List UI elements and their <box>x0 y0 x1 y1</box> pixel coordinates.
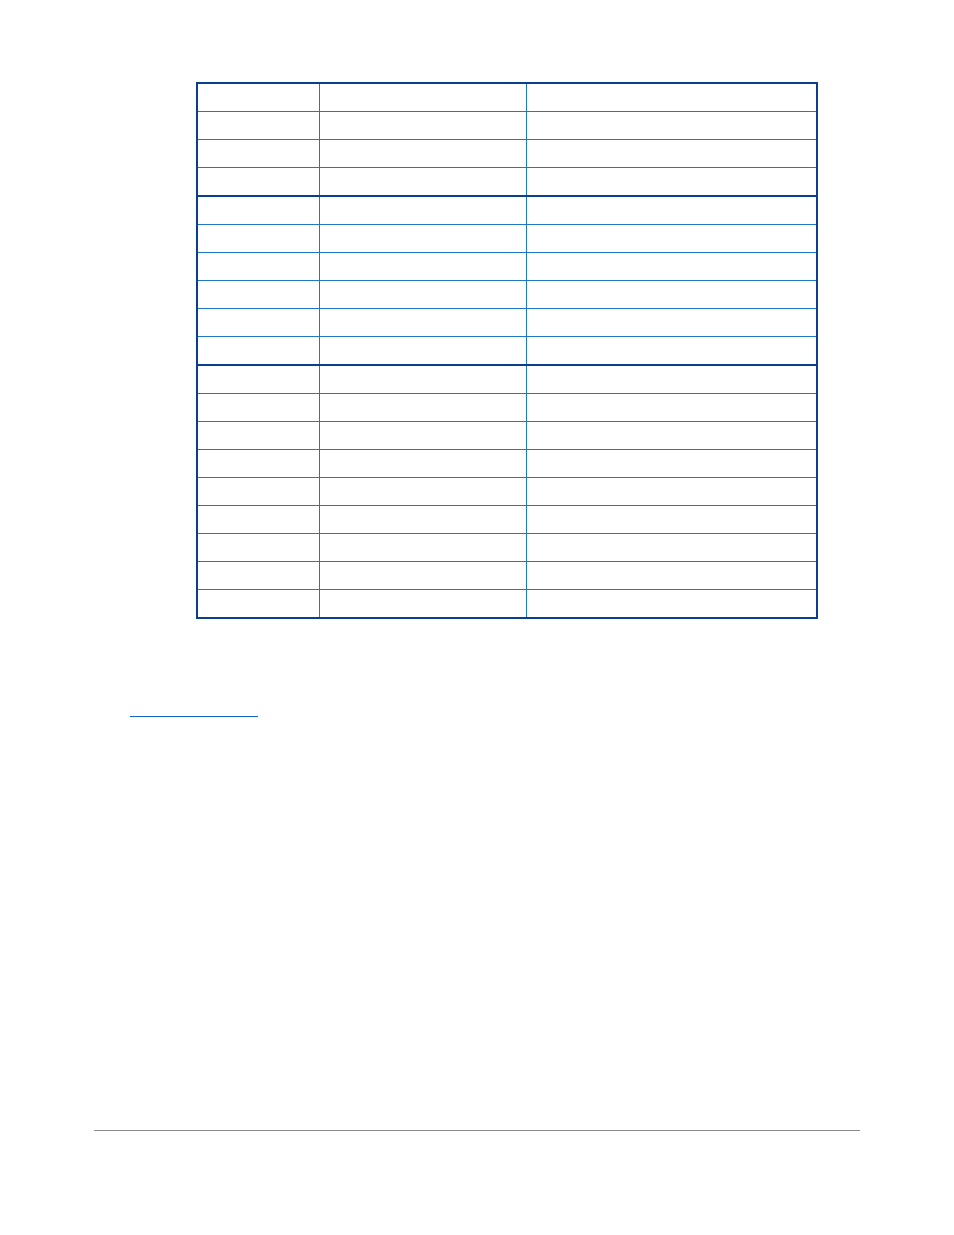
table-cell <box>526 365 817 394</box>
table-cell <box>319 253 526 281</box>
table-row <box>197 337 817 366</box>
table-cell <box>319 112 526 140</box>
table-row <box>197 83 817 112</box>
table-row <box>197 422 817 450</box>
table-cell <box>197 309 319 337</box>
table-cell <box>319 225 526 253</box>
table-row <box>197 562 817 590</box>
table-cell <box>319 281 526 309</box>
table-cell <box>319 168 526 197</box>
table-row <box>197 506 817 534</box>
table-row <box>197 478 817 506</box>
table-cell <box>319 450 526 478</box>
table-cell <box>319 365 526 394</box>
table-cell <box>197 422 319 450</box>
data-table <box>196 82 818 619</box>
hyperlink-underline[interactable] <box>130 716 258 717</box>
table-cell <box>197 196 319 225</box>
table-row <box>197 309 817 337</box>
table-cell <box>319 337 526 366</box>
table-row <box>197 253 817 281</box>
table-row <box>197 112 817 140</box>
table-cell <box>197 365 319 394</box>
table-cell <box>197 225 319 253</box>
table-cell <box>526 281 817 309</box>
table-row <box>197 450 817 478</box>
table-cell <box>319 422 526 450</box>
table-cell <box>319 140 526 168</box>
table-cell <box>526 309 817 337</box>
table-cell <box>197 112 319 140</box>
table-cell <box>197 140 319 168</box>
footer-rule <box>94 1130 860 1131</box>
table-row <box>197 365 817 394</box>
table-cell <box>197 281 319 309</box>
table-cell <box>526 478 817 506</box>
page: { "colors": { "page_background": "#fffff… <box>0 0 954 1235</box>
table-cell <box>526 196 817 225</box>
table-cell <box>319 562 526 590</box>
table-cell <box>526 590 817 619</box>
table-cell <box>319 534 526 562</box>
table-cell <box>319 309 526 337</box>
table-cell <box>197 168 319 197</box>
table-row <box>197 281 817 309</box>
table-cell <box>526 450 817 478</box>
table-row <box>197 140 817 168</box>
table-cell <box>526 112 817 140</box>
table-cell <box>526 534 817 562</box>
table-row <box>197 534 817 562</box>
table-cell <box>319 196 526 225</box>
table-cell <box>526 83 817 112</box>
table-cell <box>197 478 319 506</box>
table-cell <box>197 534 319 562</box>
table-cell <box>526 422 817 450</box>
table-row <box>197 225 817 253</box>
table-cell <box>197 337 319 366</box>
table-cell <box>197 590 319 619</box>
table-cell <box>526 337 817 366</box>
table-cell <box>526 562 817 590</box>
table-cell <box>197 450 319 478</box>
table-cell <box>197 562 319 590</box>
table-cell <box>526 506 817 534</box>
table-cell <box>526 225 817 253</box>
table-cell <box>197 83 319 112</box>
table-cell <box>197 253 319 281</box>
data-table-body <box>197 83 817 618</box>
table-cell <box>319 506 526 534</box>
table-row <box>197 394 817 422</box>
table-cell <box>197 506 319 534</box>
table-cell <box>319 83 526 112</box>
table-row <box>197 590 817 619</box>
table-row <box>197 168 817 197</box>
table-cell <box>526 140 817 168</box>
table-cell <box>319 394 526 422</box>
table-cell <box>319 590 526 619</box>
table-cell <box>526 394 817 422</box>
table-cell <box>197 394 319 422</box>
table-cell <box>526 168 817 197</box>
table-cell <box>319 478 526 506</box>
table-row <box>197 196 817 225</box>
table-cell <box>526 253 817 281</box>
